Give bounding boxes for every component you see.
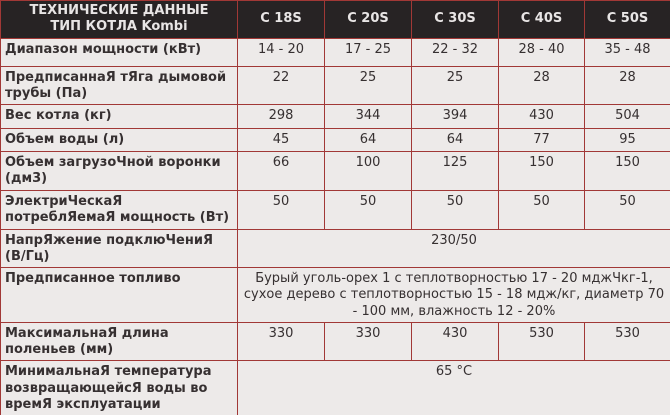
row-value: 125 <box>411 151 499 191</box>
table-row-electric-power: ЭлектриЧескаЯ потреблЯемаЯ мощность (Вт)… <box>0 189 670 230</box>
row-label: МаксимальнаЯ длина поленьев (мм) <box>0 321 238 362</box>
row-value: 50 <box>411 189 499 230</box>
row-value: 394 <box>411 104 499 129</box>
row-value: 64 <box>324 128 412 152</box>
row-value: 45 <box>237 128 325 152</box>
column-header-c50s: С 50S <box>584 0 670 39</box>
row-value: 330 <box>237 321 325 362</box>
table-title-line1: ТЕХНИЧЕСКИЕ ДАННЫЕ <box>29 3 209 18</box>
row-value: 298 <box>237 104 325 129</box>
table-row-voltage: НапрЯжение подклюЧениЯ (В/Гц) 230/50 <box>0 228 670 268</box>
row-value: 530 <box>584 321 670 362</box>
row-value: 95 <box>584 128 670 152</box>
row-value: 150 <box>584 151 670 191</box>
row-label: Диапазон мощности (кВт) <box>0 37 238 67</box>
table-row-max-log-length: МаксимальнаЯ длина поленьев (мм) 330 330… <box>0 321 670 362</box>
column-header-c40s: С 40S <box>498 0 585 39</box>
table-row-min-return-temp: МинимальнаЯ температура возвращающейсЯ в… <box>0 360 670 415</box>
table-row-water-volume: Объем воды (л) 45 64 64 77 95 <box>0 128 670 152</box>
row-merged-value: Бурый уголь-орех 1 с теплотворностью 17 … <box>237 267 670 323</box>
table-row-power-range: Диапазон мощности (кВт) 14 - 20 17 - 25 … <box>0 37 670 67</box>
table-row-prescribed-fuel: Предписанное топливо Бурый уголь-орех 1 … <box>0 267 670 323</box>
row-value: 50 <box>584 189 670 230</box>
row-value: 430 <box>498 104 585 129</box>
row-value: 430 <box>411 321 499 362</box>
row-value: 50 <box>237 189 325 230</box>
row-value: 504 <box>584 104 670 129</box>
table-title: ТЕХНИЧЕСКИЕ ДАННЫЕ ТИП КОТЛА Kombi <box>0 0 238 39</box>
row-label: НапрЯжение подклюЧениЯ (В/Гц) <box>0 228 238 268</box>
row-value: 35 - 48 <box>584 37 670 67</box>
table-title-line2: ТИП КОТЛА Kombi <box>50 19 188 35</box>
row-value: 330 <box>324 321 412 362</box>
column-header-c18s: С 18S <box>237 0 325 39</box>
row-value: 530 <box>498 321 585 362</box>
row-value: 25 <box>324 65 412 105</box>
row-value: 66 <box>237 151 325 191</box>
row-value: 150 <box>498 151 585 191</box>
row-value: 50 <box>324 189 412 230</box>
row-value: 344 <box>324 104 412 129</box>
row-value: 64 <box>411 128 499 152</box>
table-header-row: ТЕХНИЧЕСКИЕ ДАННЫЕ ТИП КОТЛА Kombi С 18S… <box>0 0 670 39</box>
table-row-boiler-weight: Вес котла (кг) 298 344 394 430 504 <box>0 104 670 129</box>
row-value: 17 - 25 <box>324 37 412 67</box>
row-label: Объем воды (л) <box>0 128 238 152</box>
row-value: 77 <box>498 128 585 152</box>
row-value: 100 <box>324 151 412 191</box>
row-merged-value: 230/50 <box>237 228 670 268</box>
row-label: Объем загрузоЧной воронки (дм3) <box>0 151 238 191</box>
row-label: Предписанное топливо <box>0 267 238 323</box>
row-value: 28 <box>584 65 670 105</box>
row-value: 28 - 40 <box>498 37 585 67</box>
row-value: 50 <box>498 189 585 230</box>
row-value: 22 - 32 <box>411 37 499 67</box>
table-row-hopper-volume: Объем загрузоЧной воронки (дм3) 66 100 1… <box>0 151 670 191</box>
row-value: 22 <box>237 65 325 105</box>
row-label: ЭлектриЧескаЯ потреблЯемаЯ мощность (Вт) <box>0 189 238 230</box>
column-header-c30s: С 30S <box>411 0 499 39</box>
column-header-c20s: С 20S <box>324 0 412 39</box>
row-value: 25 <box>411 65 499 105</box>
row-label: Вес котла (кг) <box>0 104 238 129</box>
row-label: ПредписаннаЯ тЯга дымовой трубы (Па) <box>0 65 238 105</box>
row-merged-value: 65 °С <box>237 360 670 415</box>
row-label: МинимальнаЯ температура возвращающейсЯ в… <box>0 360 238 415</box>
row-value: 28 <box>498 65 585 105</box>
table-row-chimney-draft: ПредписаннаЯ тЯга дымовой трубы (Па) 22 … <box>0 65 670 105</box>
row-value: 14 - 20 <box>237 37 325 67</box>
